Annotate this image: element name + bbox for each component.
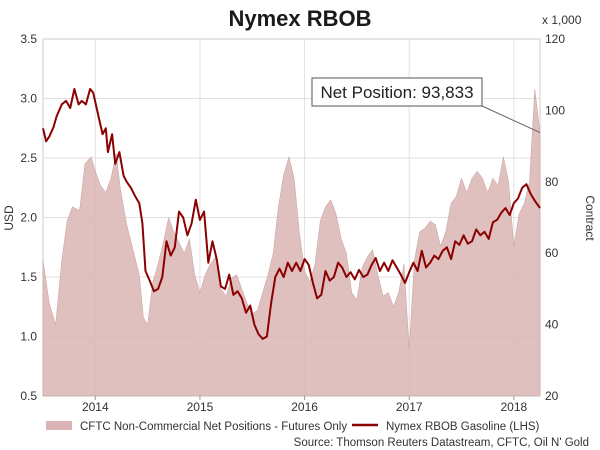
right-axis-tick-label: 120 [545,32,565,46]
rbob-price-line [42,88,541,340]
left-axis-tick-label: 1.5 [20,270,37,284]
legend: CFTC Non-Commercial Net Positions - Futu… [46,421,540,433]
x-axis-tick-label: 2016 [291,400,318,414]
left-axis-tick-label: 3.0 [20,92,37,106]
rbob-price-line-layer [42,88,541,340]
callout-label: Net Position: 93,833 [320,83,473,102]
left-axis-title: USD [2,205,16,231]
source-note: Source: Thomson Reuters Datastream, CFTC… [294,437,589,449]
net-position-callout: Net Position: 93,833 [311,77,541,133]
callout-box [311,77,483,107]
x-axis-tick-label: 2017 [396,400,423,414]
right-axis: 20 40 60 80 100 120 [545,32,565,403]
x-axis-tick-label: 2015 [187,400,214,414]
left-axis-tick-label: 3.5 [20,32,37,46]
legend-label-rbob: Nymex RBOB Gasoline (LHS) [386,421,540,433]
callout-leader-line [481,105,541,133]
x-axis-tick-label: 2018 [500,400,527,414]
right-axis-title: Contract [583,195,597,241]
net-positions-area [42,88,541,397]
right-axis-multiplier: x 1,000 [542,13,582,27]
left-axis: 0.5 1.0 1.5 2.0 2.5 3.0 3.5 [20,32,37,403]
right-axis-tick-label: 60 [545,246,559,260]
x-axis: 2014 2015 2016 2017 2018 [82,396,528,414]
net-positions-area-layer [42,88,541,397]
right-axis-tick-label: 40 [545,318,559,332]
legend-label-net-positions: CFTC Non-Commercial Net Positions - Futu… [80,421,347,433]
x-axis-tick-label: 2014 [82,400,109,414]
left-axis-tick-label: 2.0 [20,211,37,225]
right-axis-tick-label: 80 [545,175,559,189]
left-axis-tick-label: 1.0 [20,330,37,344]
left-axis-tick-label: 2.5 [20,151,37,165]
chart-title: Nymex RBOB [228,6,371,31]
left-axis-tick-label: 0.5 [20,389,37,403]
legend-swatch-net-positions [46,421,72,430]
right-axis-tick-label: 20 [545,389,559,403]
right-axis-tick-label: 100 [545,103,565,117]
